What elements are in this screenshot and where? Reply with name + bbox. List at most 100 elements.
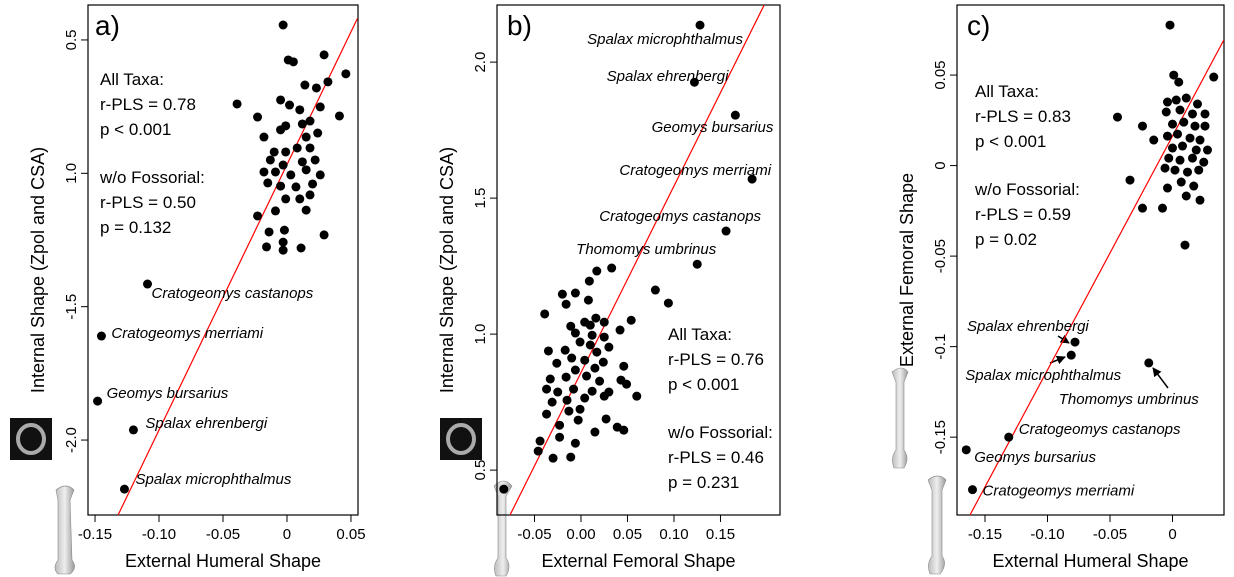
y-tick-label: 0.5 xyxy=(472,460,489,481)
point xyxy=(1189,181,1199,191)
point xyxy=(1190,121,1200,131)
stat-text: r-PLS = 0.59 xyxy=(975,205,1071,224)
point-label: Cratogeomys castanops xyxy=(599,208,761,225)
point xyxy=(1138,121,1147,131)
point xyxy=(341,69,351,79)
point xyxy=(1178,141,1187,151)
stat-text: r-PLS = 0.76 xyxy=(668,350,764,369)
stat-text: r-PLS = 0.83 xyxy=(975,107,1071,126)
x-tick-label: -0.15 xyxy=(78,526,112,543)
stat-text: p < 0.001 xyxy=(668,375,739,394)
x-tick-label: -0.05 xyxy=(1093,526,1127,543)
point xyxy=(1144,358,1154,368)
x-axis-label: External Humeral Shape xyxy=(992,551,1188,571)
bone-icon xyxy=(927,475,947,575)
point xyxy=(232,99,242,109)
y-tick-label: -2.0 xyxy=(63,427,80,453)
point xyxy=(253,112,263,122)
point xyxy=(315,170,325,180)
point-label: Spalax ehrenbergi xyxy=(145,415,267,432)
stat-text: r-PLS = 0.78 xyxy=(100,95,196,114)
point xyxy=(545,374,555,384)
point xyxy=(619,361,629,371)
point xyxy=(632,391,642,401)
y-axis-label: Internal Shape (Zpol and CSA) xyxy=(437,147,457,393)
stat-text: p = 0.132 xyxy=(100,218,171,237)
x-tick-label: -0.10 xyxy=(1030,526,1064,543)
point xyxy=(119,484,129,494)
point xyxy=(300,80,310,90)
point xyxy=(319,230,329,240)
y-tick-label: -0.05 xyxy=(932,239,949,273)
point xyxy=(288,57,298,67)
y-tick-label: -0.1 xyxy=(932,334,949,360)
point xyxy=(747,174,757,184)
point xyxy=(599,391,609,401)
point xyxy=(585,340,595,350)
point xyxy=(1181,191,1191,201)
point xyxy=(622,379,632,389)
point xyxy=(592,347,602,357)
y-tick-label: 1.0 xyxy=(63,163,80,184)
point xyxy=(575,337,585,347)
point xyxy=(278,237,288,247)
point xyxy=(1175,105,1185,115)
point xyxy=(1195,195,1205,205)
point xyxy=(564,406,574,416)
point xyxy=(1173,129,1182,139)
point xyxy=(587,386,597,396)
point xyxy=(1125,175,1135,185)
panel-label: b) xyxy=(507,10,532,41)
point xyxy=(580,393,590,403)
x-tick-label: 0 xyxy=(283,526,291,543)
point xyxy=(305,116,315,126)
point-label: Cratogeomys merriami xyxy=(983,483,1135,500)
y-tick-label: 0.05 xyxy=(932,60,949,89)
point-label: Geomys bursarius xyxy=(107,385,229,402)
point xyxy=(582,371,592,381)
y-axis-label: Internal Shape (Zpol and CSA) xyxy=(28,147,48,393)
point xyxy=(276,95,286,105)
point xyxy=(590,363,600,373)
point xyxy=(1164,153,1174,163)
y-tick-label: 0.5 xyxy=(63,30,80,51)
stat-text: r-PLS = 0.50 xyxy=(100,193,196,212)
point xyxy=(1175,155,1185,165)
stat-text: All Taxa: xyxy=(100,70,164,89)
stat-text: p < 0.001 xyxy=(975,132,1046,151)
bone-icon xyxy=(493,480,513,577)
point xyxy=(569,384,579,394)
stat-text: w/o Fossorial: xyxy=(99,168,205,187)
stat-text: All Taxa: xyxy=(975,82,1039,101)
point xyxy=(615,325,625,335)
point xyxy=(143,279,153,289)
point xyxy=(604,342,614,352)
cross-section-icon xyxy=(10,418,52,460)
x-tick-label: 0.05 xyxy=(613,526,642,543)
x-tick-label: 0.10 xyxy=(659,526,688,543)
point xyxy=(279,225,289,235)
point xyxy=(548,453,558,463)
point xyxy=(561,372,571,382)
point xyxy=(276,125,286,135)
point xyxy=(259,167,269,177)
x-tick-label: -0.15 xyxy=(968,526,1002,543)
point xyxy=(253,211,263,221)
point xyxy=(291,182,301,192)
point xyxy=(1199,157,1209,167)
point xyxy=(1209,72,1219,82)
point xyxy=(552,358,562,368)
point xyxy=(278,20,288,30)
panel-label: a) xyxy=(95,10,120,41)
point xyxy=(573,415,583,425)
point xyxy=(308,179,318,189)
point-label: Cratogeomys merriami xyxy=(619,162,771,179)
point xyxy=(1168,119,1177,129)
plot-frame xyxy=(496,4,781,516)
cross-section-icon xyxy=(440,418,482,460)
stat-text: p = 0.02 xyxy=(975,230,1037,249)
point xyxy=(598,357,608,367)
stat-text: w/o Fossorial: xyxy=(974,180,1080,199)
point xyxy=(692,259,702,269)
point xyxy=(570,288,580,298)
